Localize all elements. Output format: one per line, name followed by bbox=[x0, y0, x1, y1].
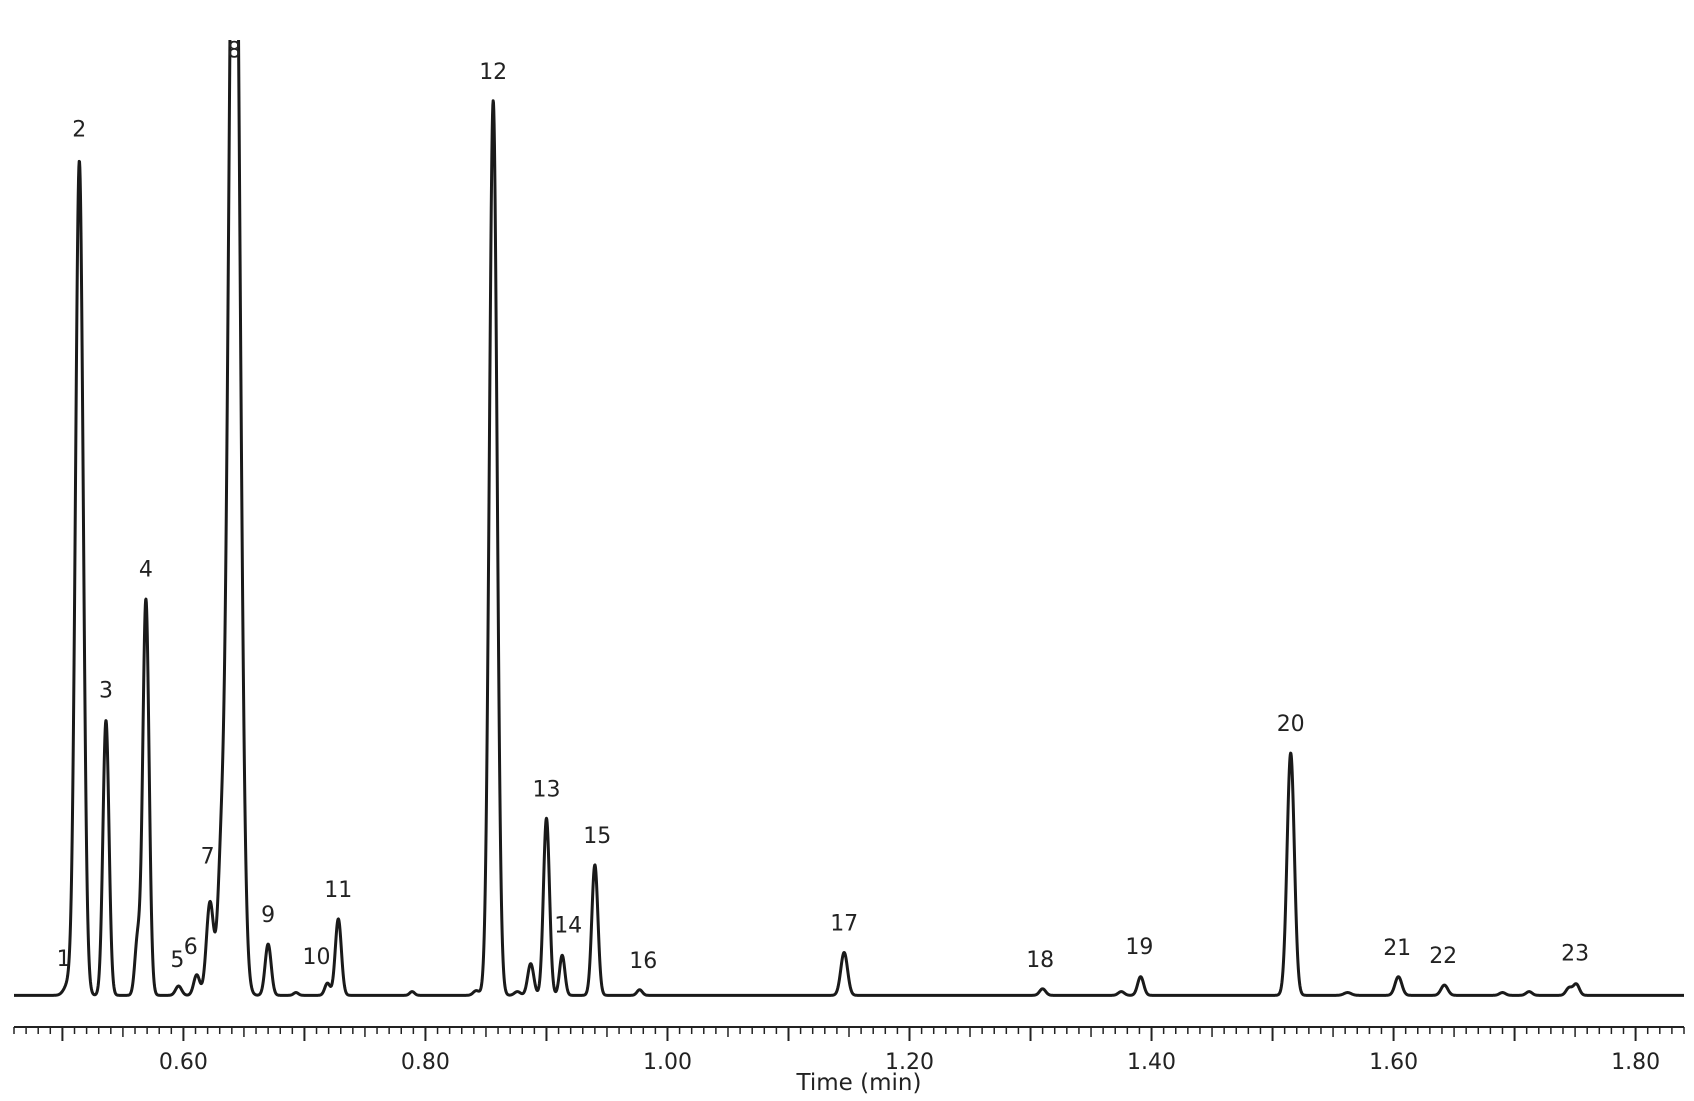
x-tick-label: 1.60 bbox=[1369, 1050, 1418, 1075]
peak-label-19: 19 bbox=[1125, 935, 1153, 960]
peak-label-2: 2 bbox=[72, 118, 86, 143]
peak-label-14: 14 bbox=[554, 914, 582, 939]
x-axis: 0.60 0.80 1.00 1.20 1.40 1.60 1.80 bbox=[13, 1026, 1685, 1075]
peak-label-10: 10 bbox=[303, 945, 331, 970]
peak-label-16: 16 bbox=[629, 949, 657, 974]
peak-label-5: 5 bbox=[170, 948, 184, 973]
x-tick-label: 0.60 bbox=[159, 1050, 208, 1075]
peak-label-11: 11 bbox=[324, 878, 352, 903]
x-tick-label: 0.80 bbox=[401, 1050, 450, 1075]
peak-label-21: 21 bbox=[1383, 936, 1411, 961]
chromatogram-trace-group bbox=[12, 40, 1686, 997]
peak-label-6: 6 bbox=[184, 935, 198, 960]
peak-label-22: 22 bbox=[1429, 944, 1457, 969]
peak-label-9: 9 bbox=[261, 903, 275, 928]
peak-label-23: 23 bbox=[1561, 941, 1589, 966]
peak-label-13: 13 bbox=[533, 777, 561, 802]
peak-label-15: 15 bbox=[583, 824, 611, 849]
x-tick-label: 1.00 bbox=[643, 1050, 692, 1075]
x-axis-title: Time (min) bbox=[796, 1070, 922, 1096]
peak-label-7: 7 bbox=[201, 845, 215, 870]
x-tick-label: 1.40 bbox=[1127, 1050, 1176, 1075]
peak-label-4: 4 bbox=[139, 558, 153, 583]
peak-label-8: 8 bbox=[227, 38, 241, 63]
peak-label-12: 12 bbox=[479, 60, 507, 85]
peak-label-1: 1 bbox=[57, 947, 71, 972]
x-tick-label: 1.20 bbox=[885, 1050, 934, 1075]
peak-label-17: 17 bbox=[830, 912, 858, 937]
chromatogram-trace bbox=[12, 40, 1686, 997]
peak-label-18: 18 bbox=[1026, 948, 1054, 973]
peak-label-3: 3 bbox=[99, 679, 113, 704]
peak-label-20: 20 bbox=[1277, 712, 1305, 737]
x-tick-label: 1.80 bbox=[1611, 1050, 1660, 1075]
